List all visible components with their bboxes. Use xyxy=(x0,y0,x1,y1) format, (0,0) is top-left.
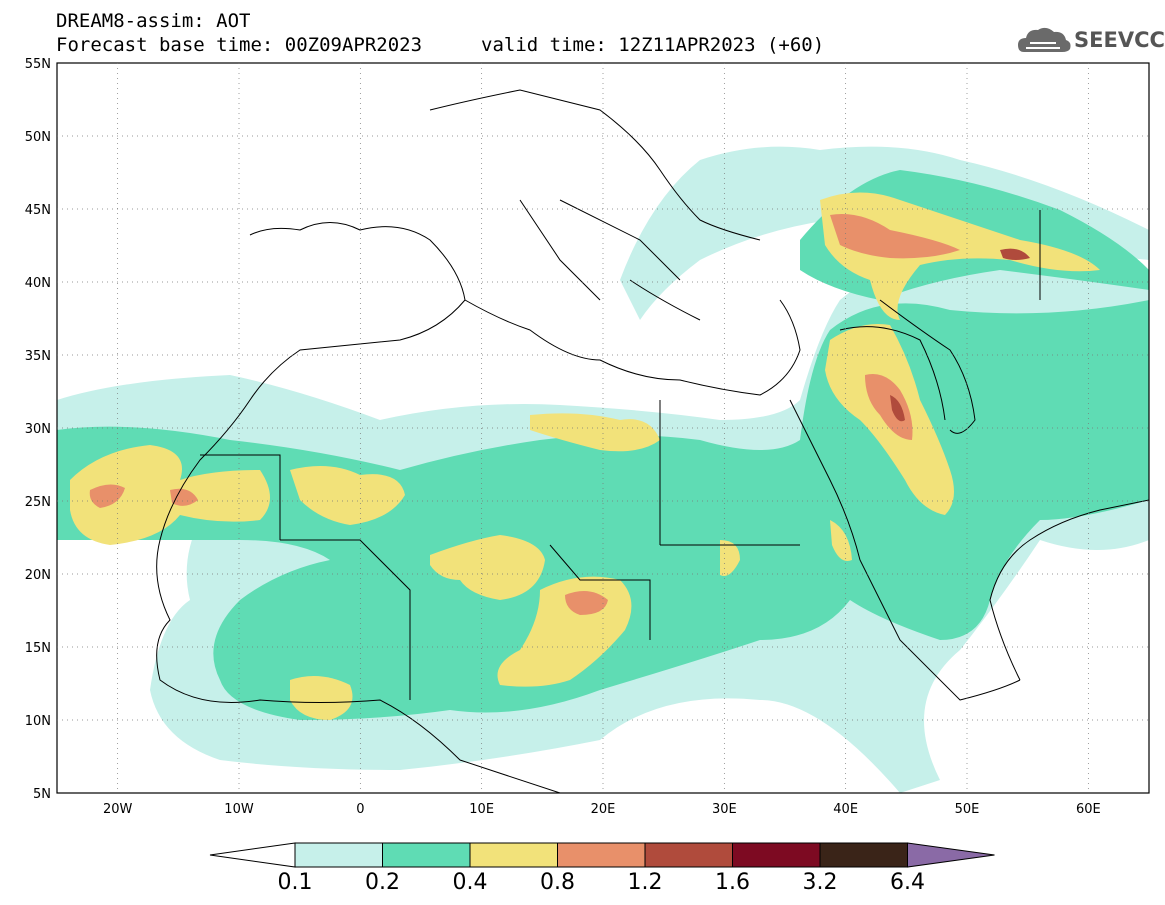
lon-label: 0 xyxy=(356,802,364,817)
aot-level-0-8 xyxy=(89,484,125,508)
lat-label: 55N xyxy=(25,57,51,72)
lon-label: 60E xyxy=(1076,802,1101,817)
lon-label: 40E xyxy=(833,802,858,817)
lat-label: 30N xyxy=(25,422,51,437)
aot-level-0-4 xyxy=(830,520,852,561)
colorbar-segment xyxy=(294,842,383,868)
aot-level-0-8 xyxy=(865,374,913,440)
colorbar-segment xyxy=(644,842,733,868)
aot-level-0-8 xyxy=(565,591,608,615)
colorbar-max-arrow xyxy=(907,842,995,868)
colorbar-level-label: 0.1 xyxy=(277,870,313,895)
colorbar-level-label: 0.2 xyxy=(365,870,400,895)
lat-label: 40N xyxy=(25,276,51,291)
aot-level-0-4 xyxy=(530,413,660,452)
graticule xyxy=(57,63,1149,793)
colorbar-segment xyxy=(819,842,908,868)
lon-label: 10W xyxy=(224,802,254,817)
aot-level-0-4 xyxy=(290,466,405,525)
colorbar-segment xyxy=(382,842,471,868)
lat-label: 10N xyxy=(25,714,51,729)
aot-level-0-4 xyxy=(430,535,545,600)
colorbar-level-label: 1.6 xyxy=(715,870,750,895)
colorbar-level-label: 0.8 xyxy=(540,870,575,895)
lat-label: 5N xyxy=(33,787,51,802)
lon-label: 20W xyxy=(103,802,133,817)
colorbar-level-label: 6.4 xyxy=(890,870,925,895)
lon-label: 20E xyxy=(591,802,616,817)
map-title: DREAM8-assim: AOT xyxy=(56,10,251,32)
aot-level-0-4 xyxy=(720,540,740,576)
colorbar-segment xyxy=(732,842,821,868)
lon-label: 10E xyxy=(469,802,494,817)
lat-label: 35N xyxy=(25,349,51,364)
aot-level-0-4 xyxy=(820,192,1100,320)
longitude-labels: 20W 10W 0 10E 20E 30E 40E 50E 60E xyxy=(103,802,1101,817)
lat-label: 15N xyxy=(25,641,51,656)
colorbar-segment xyxy=(557,842,646,868)
colorbar-level-label: 3.2 xyxy=(802,870,838,895)
lat-label: 45N xyxy=(25,203,51,218)
aot-level-0-1 xyxy=(620,146,1149,320)
cloud-icon xyxy=(1018,27,1071,52)
aot-level-1-2 xyxy=(1000,248,1030,260)
lon-label: 30E xyxy=(712,802,737,817)
colorbar-level-label: 1.2 xyxy=(627,870,663,895)
aot-level-1-2 xyxy=(890,395,905,422)
seevccc-logo: SEEVCCC xyxy=(1016,24,1165,58)
aot-level-0-4 xyxy=(290,676,353,720)
latitude-labels: 55N 50N 45N 40N 35N 30N 25N 20N 15N 10N 5N xyxy=(25,57,51,802)
forecast-base-time: Forecast base time: 00Z09APR2023 xyxy=(56,34,423,56)
lat-label: 20N xyxy=(25,568,51,583)
colorbar-segment xyxy=(469,842,558,868)
valid-time: valid time: 12Z11APR2023 (+60) xyxy=(481,34,825,56)
colorbar xyxy=(209,842,995,868)
aot-level-0-4 xyxy=(70,445,270,545)
colorbar-level-label: 0.4 xyxy=(452,870,488,895)
lat-label: 25N xyxy=(25,495,51,510)
aot-level-0-8 xyxy=(170,488,198,506)
coastlines xyxy=(156,89,1149,793)
colorbar-min-arrow xyxy=(209,842,296,868)
lat-label: 50N xyxy=(25,130,51,145)
aot-level-0-8 xyxy=(830,214,960,259)
lon-label: 50E xyxy=(955,802,980,817)
